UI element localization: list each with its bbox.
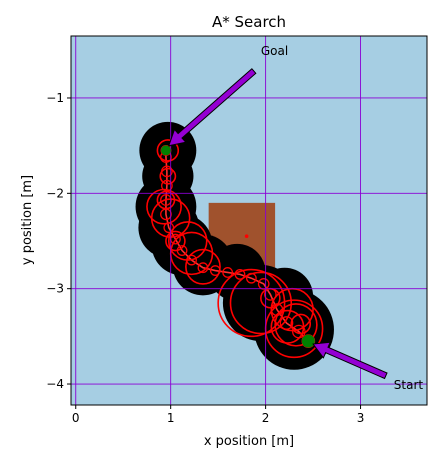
x-tick-label: 0 (72, 411, 80, 425)
y-tick-label: −4 (46, 377, 64, 391)
x-tick-label: 1 (167, 411, 175, 425)
search-circle (229, 271, 293, 335)
x-tick-label: 3 (357, 411, 365, 425)
obstacle-center-point (244, 234, 249, 239)
search-circle (270, 309, 305, 344)
y-tick-label: −1 (46, 91, 64, 105)
grid (71, 36, 427, 405)
path-node-circle (222, 267, 234, 278)
plot-area (71, 36, 427, 405)
search-circle (165, 230, 186, 252)
path-node-circle (160, 194, 172, 206)
y-axis-label: y position [m] (20, 175, 35, 265)
search-circle (290, 313, 312, 335)
goal-arrow (168, 68, 257, 147)
search-circle (274, 303, 318, 347)
search-circle (159, 167, 177, 185)
start-arrow (312, 341, 388, 380)
y-tick-label: −3 (46, 282, 64, 296)
x-axis-label: x position [m] (204, 434, 294, 449)
annotations: Goal Start (168, 44, 424, 392)
search-circle (185, 248, 221, 285)
search-circle (156, 139, 180, 162)
search-circle (146, 188, 182, 225)
x-tick-label: 2 (262, 411, 270, 425)
search-circle (217, 268, 286, 338)
goal-annotation-label: Goal (261, 44, 288, 58)
goal-marker (160, 145, 171, 156)
start-marker (301, 334, 315, 348)
chart-title: A* Search (212, 13, 286, 31)
path-node-circle (257, 278, 270, 290)
axes: 0 1 2 3 −1 −2 −3 −4 (46, 35, 428, 425)
y-tick-label: −2 (46, 186, 64, 200)
axes-frame (70, 35, 428, 406)
start-annotation-label: Start (394, 378, 424, 392)
